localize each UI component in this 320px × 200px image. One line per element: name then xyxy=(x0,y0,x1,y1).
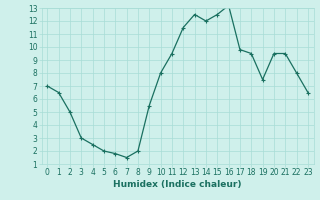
X-axis label: Humidex (Indice chaleur): Humidex (Indice chaleur) xyxy=(113,180,242,189)
